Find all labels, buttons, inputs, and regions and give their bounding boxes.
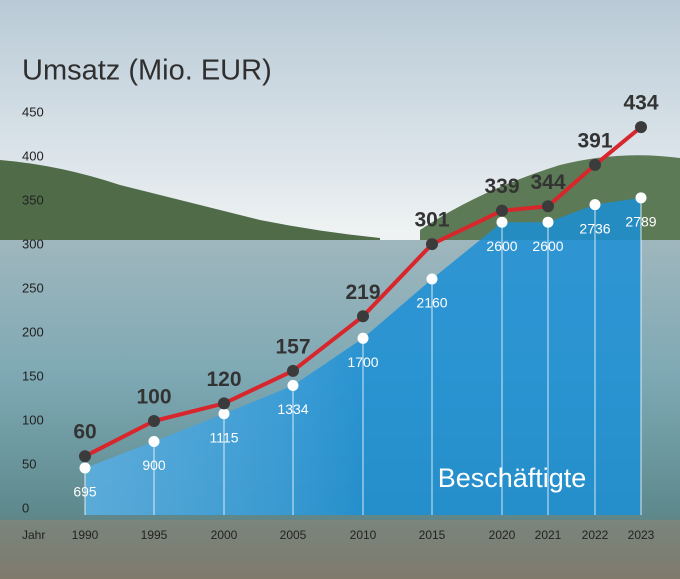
point <box>357 310 369 323</box>
value-label: 60 <box>73 421 96 444</box>
point <box>542 200 554 213</box>
x-tick-label: 1990 <box>72 528 99 542</box>
y-tick-label: 50 <box>22 456 36 471</box>
y-tick-label: 0 <box>22 500 29 515</box>
point <box>357 332 369 344</box>
value-label: 2160 <box>416 295 447 311</box>
point <box>287 380 299 392</box>
value-label: 1700 <box>347 354 378 370</box>
x-tick-label: 2021 <box>535 528 562 542</box>
value-label: 2600 <box>532 238 563 254</box>
x-axis-label: Jahr <box>22 528 45 542</box>
y-tick-label: 250 <box>22 280 44 295</box>
value-label: 339 <box>484 175 519 198</box>
x-tick-label: 2005 <box>280 528 307 542</box>
x-tick-label: 1995 <box>141 528 168 542</box>
value-label: 2600 <box>486 238 517 254</box>
x-tick-label: 2015 <box>419 528 446 542</box>
y-tick-label: 150 <box>22 368 44 383</box>
point <box>218 408 230 420</box>
y-tick-label: 200 <box>22 324 44 339</box>
legend-label: Beschäftigte <box>438 463 587 493</box>
point <box>496 204 508 217</box>
point <box>635 192 647 204</box>
point <box>148 436 160 447</box>
value-label: 1115 <box>209 429 238 445</box>
point <box>589 199 601 211</box>
x-tick-label: 2000 <box>211 528 238 542</box>
point <box>426 273 438 285</box>
point <box>542 216 554 228</box>
x-tick-label: 2010 <box>350 528 377 542</box>
point <box>218 397 230 410</box>
value-label: 391 <box>577 129 612 152</box>
value-label: 157 <box>275 335 310 358</box>
point <box>426 238 438 251</box>
point <box>496 216 508 228</box>
point <box>79 462 91 474</box>
point <box>635 121 647 134</box>
y-tick-label: 350 <box>22 192 44 207</box>
y-tick-label: 300 <box>22 236 44 251</box>
value-label: 301 <box>414 209 449 232</box>
value-label: 120 <box>206 368 241 391</box>
point <box>79 450 91 463</box>
y-tick-label: 400 <box>22 148 44 163</box>
value-label: 695 <box>73 484 97 500</box>
point <box>287 364 299 377</box>
value-label: 434 <box>623 92 658 115</box>
point <box>148 415 160 427</box>
x-tick-label: 2022 <box>582 528 609 542</box>
value-label: 2789 <box>625 214 656 230</box>
value-label: 900 <box>142 457 166 473</box>
line <box>84 125 643 458</box>
chart-title: Umsatz (Mio. EUR) <box>22 55 272 87</box>
y-tick-label: 100 <box>22 412 44 427</box>
value-label: 1334 <box>277 401 308 417</box>
value-label: 219 <box>345 281 380 304</box>
y-tick-label: 450 <box>22 104 44 119</box>
value-label: 344 <box>530 171 565 194</box>
value-label: 100 <box>136 386 171 409</box>
point <box>589 158 601 171</box>
value-label: 2736 <box>579 220 610 236</box>
x-tick-label: 2023 <box>628 528 655 542</box>
x-tick-label: 2020 <box>489 528 516 542</box>
